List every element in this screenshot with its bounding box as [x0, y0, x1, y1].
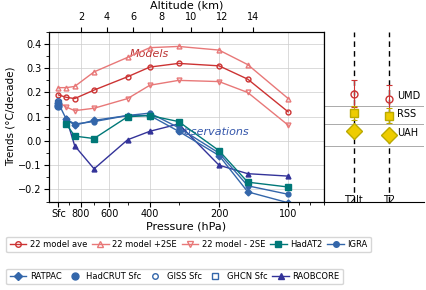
X-axis label: Pressure (hPa): Pressure (hPa) [146, 222, 227, 232]
Text: Models: Models [130, 49, 169, 59]
Text: UMD: UMD [397, 91, 420, 101]
Text: RSS: RSS [397, 109, 416, 119]
Text: Observations: Observations [176, 127, 249, 137]
Legend: RATPAC, HadCRUT Sfc, GISS Sfc, GHCN Sfc, RAOBCORE: RATPAC, HadCRUT Sfc, GISS Sfc, GHCN Sfc,… [6, 269, 343, 284]
Legend: 22 model ave, 22 model +2SE, 22 model - 2SE, HadAT2, IGRA: 22 model ave, 22 model +2SE, 22 model - … [6, 237, 371, 253]
Text: UAH: UAH [397, 128, 418, 138]
Text: T2: T2 [383, 195, 395, 205]
Text: T2lt: T2lt [344, 195, 363, 205]
Y-axis label: Trends (°C/decade): Trends (°C/decade) [5, 67, 15, 166]
X-axis label: Altitude (km): Altitude (km) [150, 0, 223, 10]
